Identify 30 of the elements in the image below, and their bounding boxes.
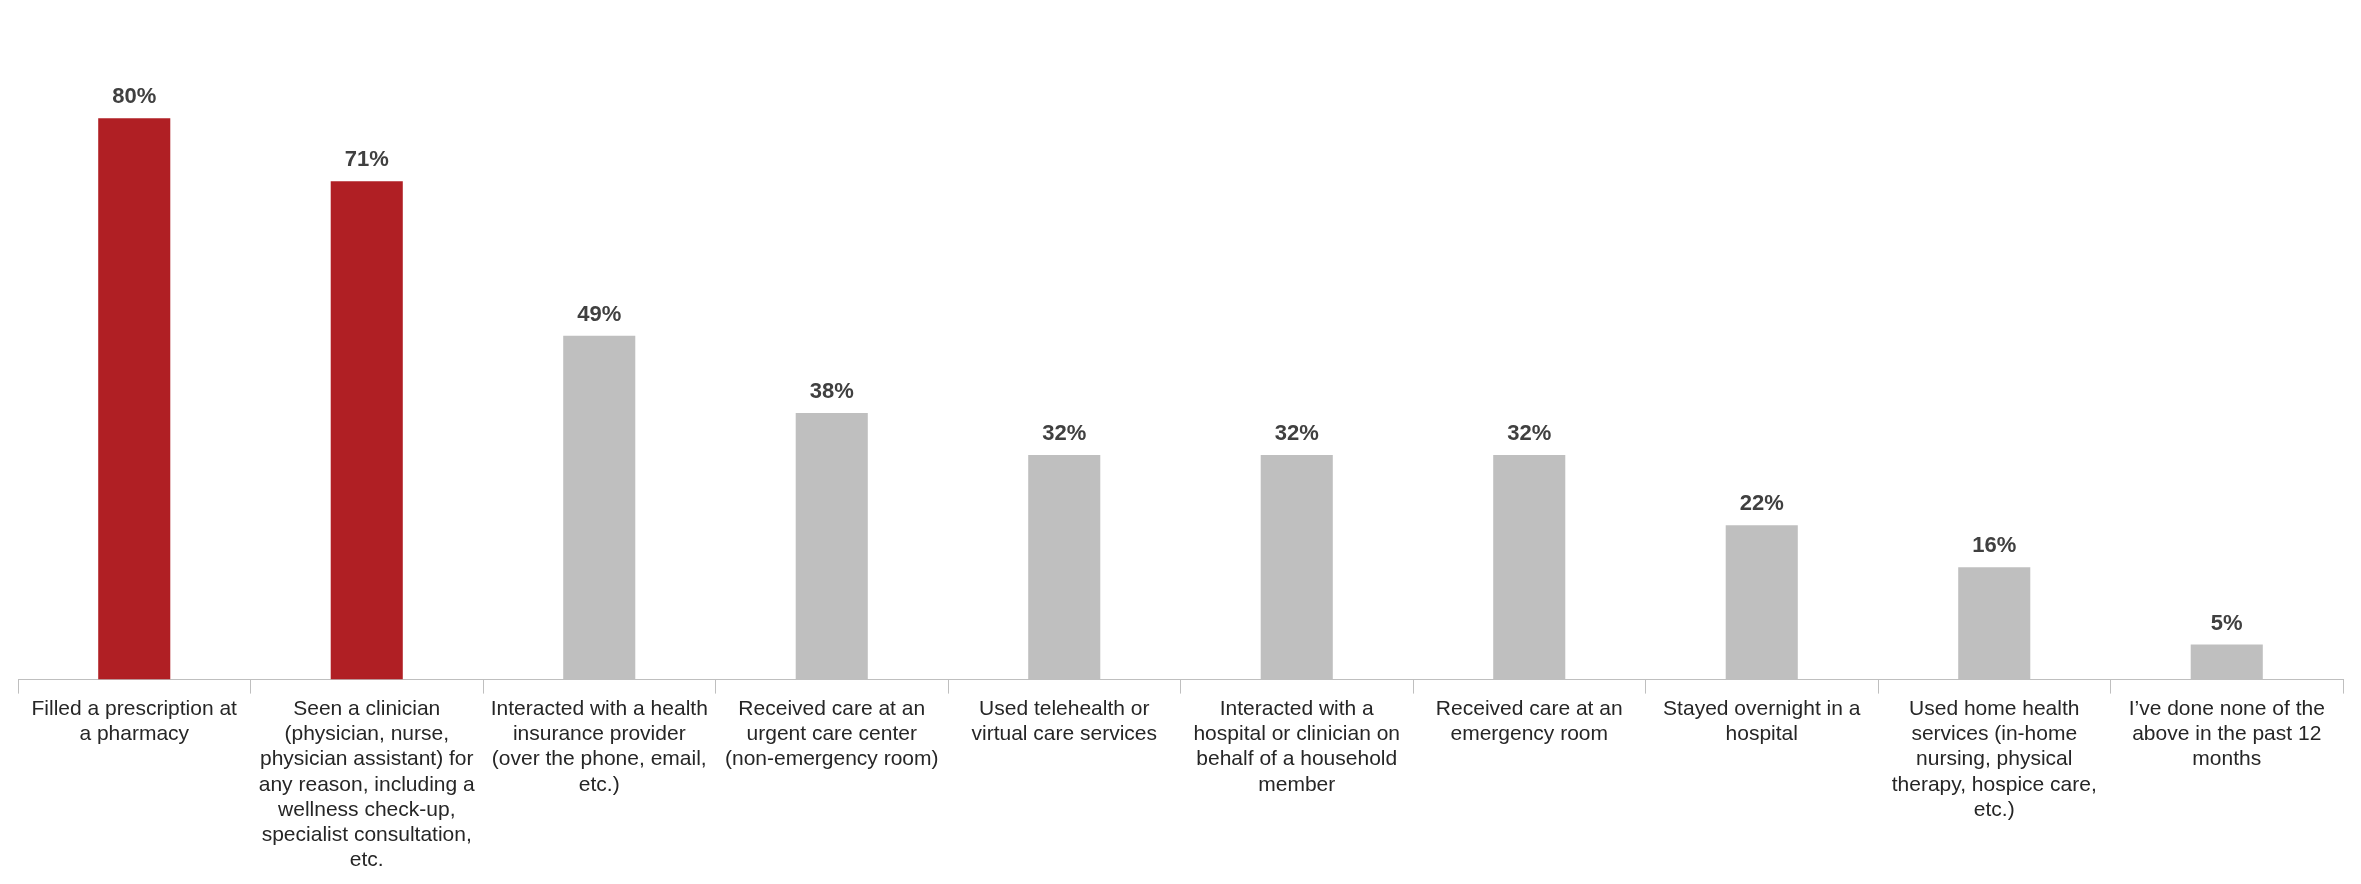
data-label: 5% xyxy=(2210,609,2243,635)
x-tick-label: Seen a clinician (physician, nurse, physician assistant) for any reason, including a wellness check-up, specialist consultation, etc. xyxy=(258,696,476,871)
data-label: 32% xyxy=(1274,420,1319,446)
data-label: 32% xyxy=(1042,420,1087,446)
x-tick-label: Interacted with a hospital or clinician on behalf of a household member xyxy=(1193,696,1401,795)
x-tick-label: Received care at an urgent care center (non-emergency room) xyxy=(724,696,939,770)
x-tick-label: Used telehealth or virtual care services xyxy=(971,696,1158,745)
data-label: 32% xyxy=(1507,420,1552,446)
x-tick-label: Used home health services (in-home nursing, physical therapy, hospice care, etc.) xyxy=(1891,696,2097,820)
bar xyxy=(98,118,171,680)
x-tick-label: I’ve done none of the above in the past 12 months xyxy=(2128,696,2325,770)
data-label: 16% xyxy=(1972,532,2017,558)
data-label: 71% xyxy=(344,146,389,172)
x-tick-label: Filled a prescription at a pharmacy xyxy=(31,696,238,745)
data-label: 38% xyxy=(809,377,854,403)
bar xyxy=(795,412,868,680)
data-label: 80% xyxy=(112,83,157,109)
bar xyxy=(1725,525,1798,680)
x-tick-label: Stayed overnight in a hospital xyxy=(1663,696,1861,745)
bar xyxy=(1028,455,1101,680)
x-tick-label: Interacted with a health insurance provider (over the phone, email, etc.) xyxy=(490,696,708,795)
bar xyxy=(1493,455,1566,680)
bar xyxy=(1958,567,2031,680)
data-label: 22% xyxy=(1739,490,1784,516)
bar xyxy=(330,181,403,680)
bar xyxy=(2190,644,2263,680)
bar xyxy=(1260,455,1333,680)
data-label: 49% xyxy=(577,300,622,326)
bar xyxy=(563,335,636,680)
x-tick-label: Received care at an emergency room xyxy=(1435,696,1623,745)
